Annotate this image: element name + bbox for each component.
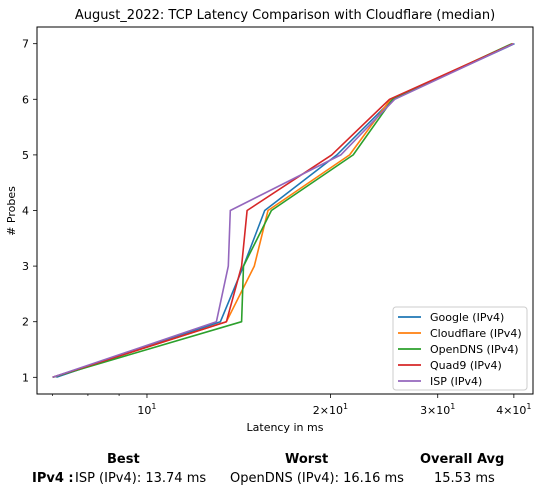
summary-row-label: IPv4 : (32, 471, 74, 486)
x-axis-ticks: 101 2×101 3×101 4×101 (52, 394, 532, 417)
x-tick-label-0: 101 (137, 402, 156, 417)
series-line-3 (52, 42, 514, 379)
summary-header-worst: Worst (285, 452, 329, 467)
series-line-2 (52, 42, 513, 379)
y-tick-label-4: 5 (22, 149, 29, 162)
x-tick-label-3: 4×101 (496, 402, 531, 417)
y-tick-label-5: 6 (22, 93, 29, 106)
summary-header-best: Best (107, 452, 140, 467)
y-tick-label-3: 4 (22, 205, 29, 218)
chart-title: August_2022: TCP Latency Comparison with… (75, 8, 495, 23)
y-axis-ticks: 1 2 3 4 5 6 7 (22, 38, 37, 384)
series-layer (52, 42, 515, 379)
legend-label-4: ISP (IPv4) (430, 375, 482, 388)
summary-avg-value: 15.53 ms (434, 471, 495, 486)
summary-worst-value: OpenDNS (IPv4): 16.16 ms (230, 471, 404, 486)
y-tick-label-1: 2 (22, 316, 29, 329)
y-axis-label: # Probes (5, 186, 18, 236)
legend-label-3: Quad9 (IPv4) (430, 359, 502, 372)
series-line-4 (52, 42, 515, 379)
latency-chart: August_2022: TCP Latency Comparison with… (5, 8, 534, 434)
x-tick-label-2: 3×101 (420, 402, 455, 417)
summary-best-value: ISP (IPv4): 13.74 ms (75, 471, 207, 486)
y-tick-label-2: 3 (22, 260, 29, 273)
x-axis-label: Latency in ms (247, 421, 324, 434)
legend-label-1: Cloudflare (IPv4) (430, 327, 522, 340)
legend: Google (IPv4) Cloudflare (IPv4) OpenDNS (I… (392, 306, 528, 391)
y-tick-label-0: 1 (22, 371, 29, 384)
summary-header-avg: Overall Avg (420, 452, 505, 467)
y-tick-label-6: 7 (22, 38, 29, 51)
legend-box (392, 306, 528, 391)
legend-label-2: OpenDNS (IPv4) (430, 343, 519, 356)
legend-label-0: Google (IPv4) (430, 311, 504, 324)
x-tick-label-1: 2×101 (313, 402, 348, 417)
